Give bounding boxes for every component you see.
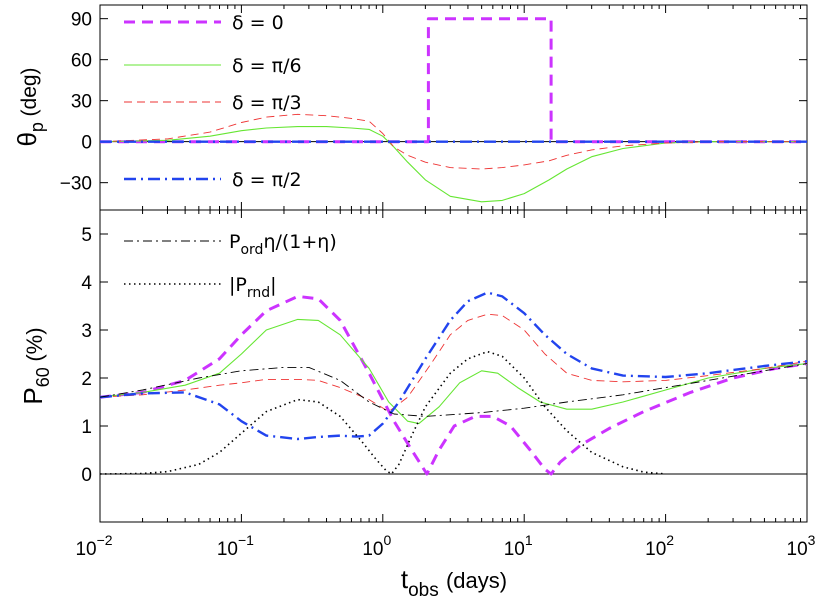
y-tick-label: 3 [81,321,92,342]
bottom-ylabel-unit: (%) [22,327,47,361]
bottom-y-ticks: 0 1 2 3 4 5 [81,225,807,486]
xlabel-main: t [401,564,409,594]
x-tick-base: 10 [645,539,666,560]
series-line [100,291,807,441]
top-ylabel-unit: (deg) [18,67,41,116]
x-tick-exponent: 0 [383,532,391,548]
legend-label-sub: rnd [247,285,270,301]
series-line [100,126,807,203]
bottom-x-ticks: 10−2 10−1 100 101 102 103 [75,210,816,560]
series-line [100,113,807,170]
x-tick-label: 100 [362,532,391,560]
top-ylabel-sub: p [27,122,47,132]
series-line [100,313,807,413]
x-tick-label: 102 [645,532,674,560]
series-line [100,318,807,425]
top-y-axis-label: θp (deg) [12,67,47,146]
bottom-ylabel-main: P [18,387,48,404]
x-tick-base: 10 [217,539,238,560]
y-tick-label: 0 [81,133,92,154]
legend-label: δ = π/6 [232,55,302,77]
legend-label-rest: η/(1+η) [263,231,336,253]
top-series-group [100,17,807,203]
bottom-y-axis-label: P60 (%) [18,327,53,404]
x-tick-label: 103 [787,532,816,560]
xlabel-unit: (days) [446,568,507,593]
x-axis-label: tobs (days) [401,564,507,601]
bottom-ylabel-sub: 60 [33,367,53,387]
x-tick-exponent: 3 [808,532,816,548]
legend-label: Pordη/(1+η) [229,231,337,258]
bottom-series-group [100,291,807,476]
legend-label-rest: | [270,274,276,296]
x-tick-base: 10 [362,539,383,560]
legend-label-main: P [229,231,240,253]
legend-label-sub: ord [240,242,263,258]
legend-label-main: |P [229,274,247,296]
x-tick-label: 10−1 [217,532,254,560]
x-tick-exponent: −1 [238,532,254,548]
series-line [100,350,666,475]
legend-label: δ = π/2 [232,169,302,191]
y-tick-label: 30 [71,92,92,113]
x-tick-exponent: 2 [666,532,674,548]
x-tick-base: 10 [75,539,96,560]
top-y-ticks: −30 0 30 60 90 [60,10,807,195]
y-tick-label: 5 [81,225,92,246]
legend-label: δ = π/3 [232,92,302,114]
y-tick-label: 60 [71,51,92,72]
x-tick-exponent: 1 [525,532,533,548]
top-ylabel-main: θ [12,132,42,146]
top-x-ticks [99,5,808,210]
top-panel: −30 0 30 60 90 δ = 0 δ = π/6 δ = π/3 δ = π/2 θp… [12,4,808,211]
x-tick-exponent: −2 [97,532,113,548]
x-tick-base: 10 [504,539,525,560]
series-line [100,363,807,417]
y-tick-label: −30 [60,174,92,195]
top-legend: δ = 0 δ = π/6 δ = π/3 δ = π/2 [124,12,302,191]
x-tick-label: 10−2 [75,532,112,560]
y-tick-label: 2 [81,369,92,390]
bottom-panel-frame [99,209,808,523]
series-line [100,294,807,476]
xlabel-sub: obs [408,580,439,601]
y-tick-label: 0 [81,465,92,486]
x-tick-base: 10 [787,539,808,560]
y-tick-label: 90 [71,10,92,31]
legend-label: |Prnd| [229,274,277,301]
legend-label: δ = 0 [232,12,284,34]
series-line [100,17,807,144]
y-tick-label: 1 [81,417,92,438]
bottom-legend: Pordη/(1+η) |Prnd| [124,231,337,301]
y-tick-label: 4 [81,273,92,294]
x-tick-label: 101 [504,532,533,560]
